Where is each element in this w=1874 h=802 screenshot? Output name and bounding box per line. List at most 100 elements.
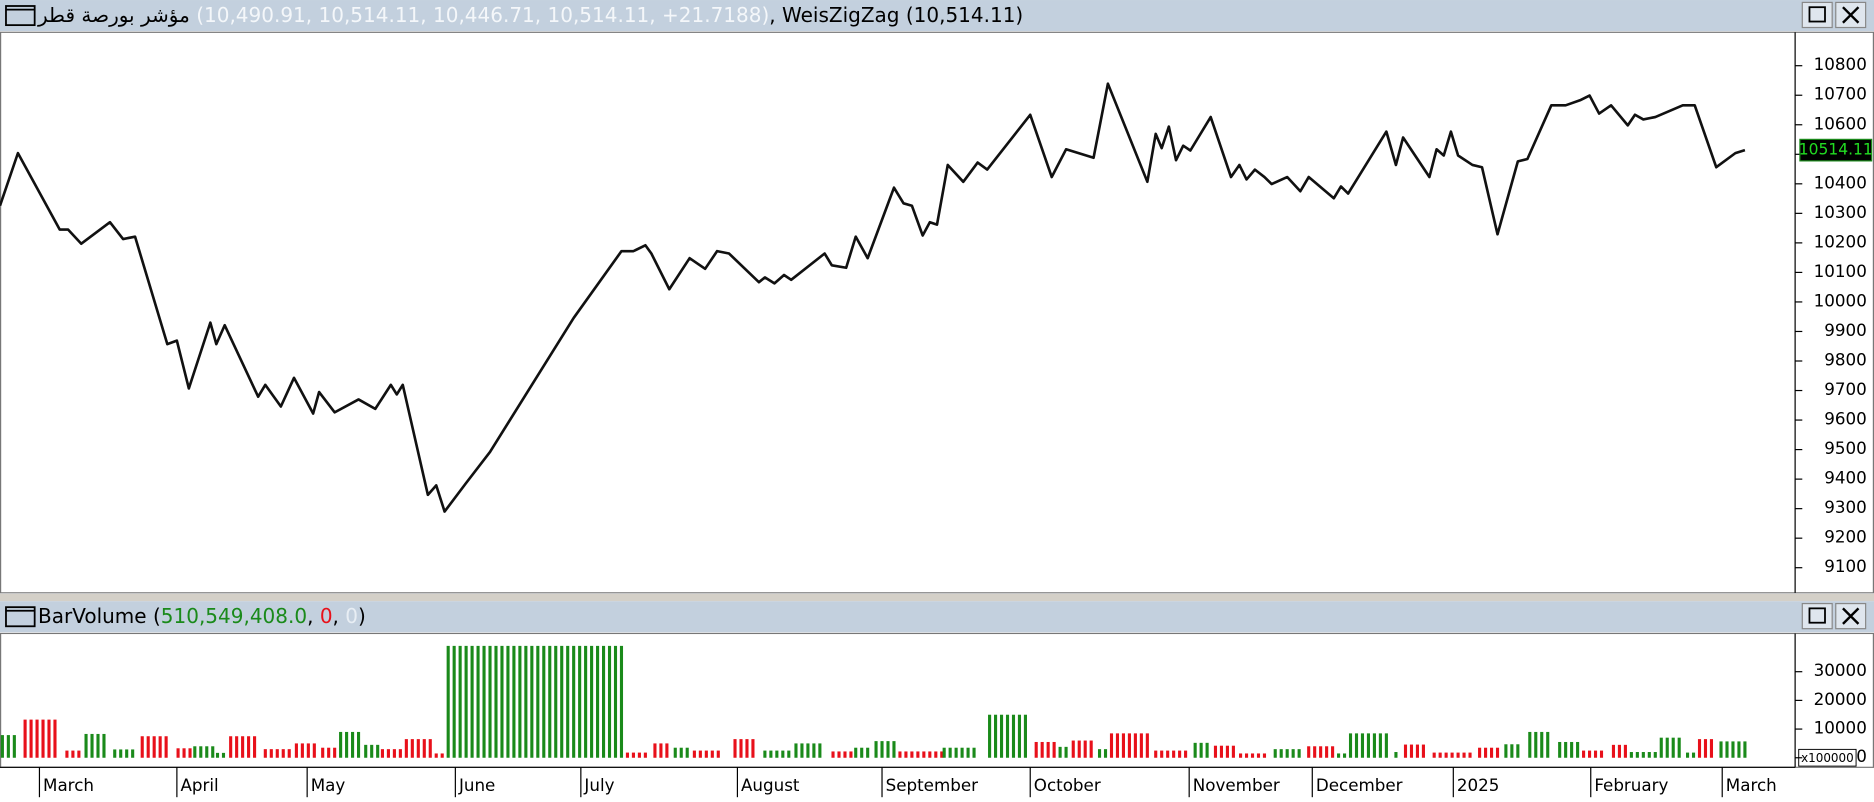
x-tick-label: August [741, 775, 800, 795]
volume-bar [300, 743, 304, 758]
volume-bar [1709, 739, 1714, 758]
volume-bar [1415, 744, 1420, 758]
x-tick-label: March [1726, 775, 1777, 795]
volume-bar [1184, 750, 1188, 758]
x-tick-label: November [1193, 775, 1280, 795]
volume-bar [960, 747, 964, 758]
volume-bar [954, 747, 958, 758]
volume-bar [922, 751, 926, 758]
volume-bar [739, 739, 743, 758]
volume-bar [566, 645, 570, 758]
volume-bar [1342, 753, 1347, 758]
volume-bar [716, 750, 720, 758]
x-tick-label: March [43, 775, 94, 795]
volume-bar [972, 747, 976, 758]
title-bar [0, 601, 1874, 633]
volume-bar [916, 751, 920, 758]
volume-bar [205, 746, 209, 758]
volume-bar [613, 645, 618, 758]
volume-bar [476, 645, 480, 758]
volume-bar [398, 749, 402, 758]
volume-bar [1635, 752, 1639, 758]
last-value-box [1799, 138, 1873, 162]
volume-bar [364, 744, 368, 758]
volume-bar [1239, 753, 1243, 758]
volume-bar [745, 739, 749, 758]
volume-bar [452, 645, 456, 758]
volume-bar [590, 645, 594, 758]
volume-bar [131, 749, 135, 758]
volume-bar [1409, 744, 1414, 758]
maximize-icon [1808, 6, 1826, 23]
volume-bar [1403, 744, 1408, 758]
pane-icon [5, 5, 36, 27]
volume-bar [470, 645, 474, 758]
up-value: 0 [319, 604, 333, 628]
instrument-name: مؤشر بورصة قطر [38, 3, 190, 27]
volume-bar [578, 645, 582, 758]
volume-bar [800, 743, 804, 758]
volume-bar [1154, 750, 1158, 758]
scale-label: x100000 [1801, 751, 1854, 765]
volume-bar [596, 645, 600, 758]
y-tick-label: 10700 [1814, 84, 1867, 104]
volume-bar [698, 750, 702, 758]
maximize-button[interactable] [1801, 1, 1833, 29]
indicator-label: , WeisZigZag (10,514.11) [769, 3, 1024, 27]
volume-bar [1319, 746, 1323, 758]
y-tick-label: 9700 [1824, 379, 1867, 399]
volume-bar [494, 645, 498, 758]
volume-bar [1504, 744, 1508, 758]
volume-bar [1291, 749, 1295, 758]
volume-bar [410, 739, 414, 758]
title-bar [0, 0, 1874, 32]
pane-splitter[interactable] [0, 594, 1874, 602]
close-icon [1842, 6, 1860, 24]
volume-bar [854, 747, 858, 758]
x-tick-label: February [1594, 775, 1668, 795]
y-tick-label: 9100 [1824, 556, 1867, 576]
volume-bar [327, 747, 331, 758]
y-tick-label: 9400 [1824, 468, 1867, 488]
volume-bar [637, 752, 641, 758]
volume-bar [1570, 741, 1574, 758]
volume-bar [1686, 752, 1690, 758]
volume-bar [41, 719, 45, 758]
volume-bar [199, 746, 203, 758]
volume-bar [1677, 737, 1681, 758]
volume-header: BarVolume (510,549,408.0, 0, 0) [38, 604, 366, 628]
volume-bar [281, 749, 285, 758]
ohlc-values: (10,490.91, 10,514.11, 10,446.71, 10,514… [196, 3, 770, 27]
volume-bar [1725, 741, 1729, 758]
volume-bar [1052, 741, 1056, 758]
volume-bar [1225, 745, 1229, 758]
volume-bar [1166, 750, 1170, 758]
volume-bar [1083, 740, 1087, 758]
volume-bar [1456, 752, 1460, 758]
volume-bar [643, 752, 647, 758]
volume-bar [892, 741, 896, 758]
volume-bar [65, 750, 69, 758]
volume-bar [1097, 749, 1102, 758]
volume-bar [518, 645, 522, 758]
volume-bar [125, 749, 129, 758]
volume-bar [1205, 742, 1209, 758]
volume-bar [1325, 746, 1329, 758]
volume-bar [84, 733, 88, 758]
pane-icon [5, 606, 36, 628]
volume-bar [90, 733, 94, 758]
volume-bar [1331, 746, 1335, 758]
volume-bar [1576, 741, 1580, 758]
y-tick-label: 20000 [1814, 689, 1867, 709]
indicator-name: BarVolume [38, 604, 147, 628]
volume-bar [1034, 741, 1038, 758]
volume-bar [1109, 733, 1114, 758]
volume-bar [1040, 741, 1044, 758]
volume-bar [1697, 739, 1702, 758]
volume-bar [1478, 747, 1482, 758]
maximize-button[interactable] [1801, 602, 1833, 630]
volume-bar [221, 752, 226, 758]
volume-bar [794, 743, 798, 758]
volume-bar [1213, 745, 1218, 758]
